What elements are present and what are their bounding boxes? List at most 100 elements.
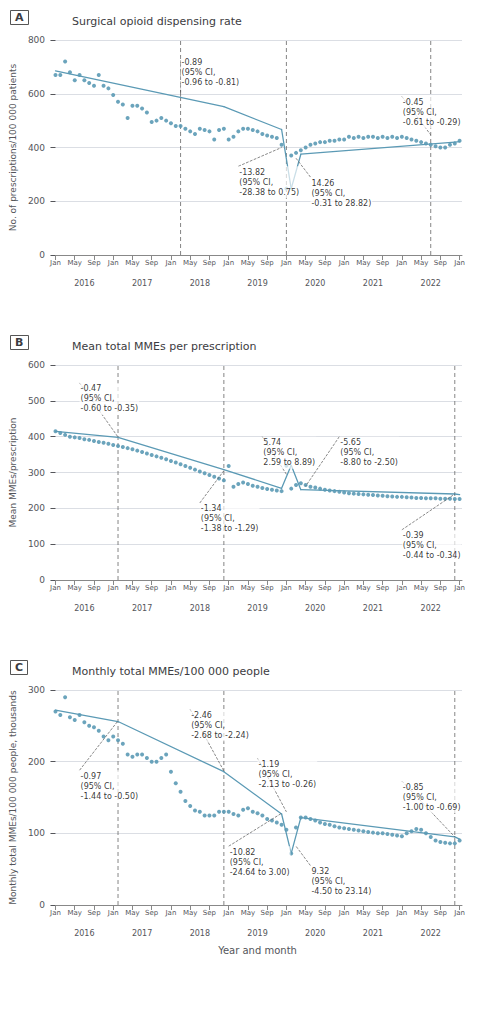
- svg-text:Jan: Jan: [107, 909, 119, 917]
- svg-text:May: May: [67, 584, 81, 592]
- svg-text:Sep: Sep: [318, 584, 332, 592]
- svg-text:-1.19: -1.19: [259, 760, 280, 769]
- svg-text:May: May: [414, 584, 428, 592]
- svg-text:Sep: Sep: [87, 909, 101, 917]
- svg-text:2.59 to 8.89): 2.59 to 8.89): [263, 458, 315, 467]
- svg-text:May: May: [241, 584, 255, 592]
- svg-text:Jan: Jan: [395, 259, 407, 267]
- svg-text:2016: 2016: [74, 279, 94, 288]
- svg-text:-1.00 to -0.69): -1.00 to -0.69): [403, 803, 461, 812]
- svg-text:300: 300: [28, 685, 45, 695]
- svg-text:500: 500: [28, 396, 45, 406]
- svg-text:Monthly total MMEs/100 000 peo: Monthly total MMEs/100 000 people, thous…: [8, 690, 18, 905]
- svg-text:(95% CI,: (95% CI,: [403, 541, 437, 550]
- svg-text:(95% CI,: (95% CI,: [311, 189, 345, 198]
- svg-text:Mean total MMEs per prescripti: Mean total MMEs per prescription: [72, 340, 257, 353]
- svg-text:A: A: [15, 11, 24, 24]
- svg-text:2020: 2020: [305, 279, 325, 288]
- svg-text:Sep: Sep: [87, 584, 101, 592]
- svg-text:Mean MMEs/prescription: Mean MMEs/prescription: [8, 418, 18, 528]
- svg-text:(95% CI,: (95% CI,: [311, 877, 345, 886]
- svg-text:600: 600: [28, 360, 45, 370]
- svg-text:Sep: Sep: [376, 259, 390, 267]
- svg-text:5.74: 5.74: [263, 438, 281, 447]
- svg-text:May: May: [298, 584, 312, 592]
- svg-text:-0.44 to -0.34): -0.44 to -0.34): [403, 551, 461, 560]
- svg-text:Jan: Jan: [453, 584, 465, 592]
- svg-text:800: 800: [28, 35, 45, 45]
- svg-text:Monthly total MMEs/100 000 peo: Monthly total MMEs/100 000 people: [72, 665, 270, 678]
- svg-text:May: May: [241, 909, 255, 917]
- svg-text:Jan: Jan: [49, 259, 61, 267]
- svg-text:2017: 2017: [132, 604, 152, 613]
- svg-text:Sep: Sep: [261, 909, 275, 917]
- svg-text:Sep: Sep: [203, 909, 217, 917]
- svg-text:Sep: Sep: [203, 584, 217, 592]
- svg-text:0: 0: [39, 575, 45, 585]
- svg-text:-0.47: -0.47: [81, 384, 102, 393]
- svg-text:Sep: Sep: [434, 909, 448, 917]
- svg-text:Jan: Jan: [49, 909, 61, 917]
- svg-text:Jan: Jan: [338, 259, 350, 267]
- svg-text:May: May: [183, 909, 197, 917]
- svg-text:Jan: Jan: [453, 909, 465, 917]
- svg-text:2020: 2020: [305, 604, 325, 613]
- svg-text:-0.89: -0.89: [182, 58, 203, 67]
- svg-text:(95% CI,: (95% CI,: [230, 858, 264, 867]
- svg-text:Sep: Sep: [145, 584, 159, 592]
- svg-text:100: 100: [28, 539, 45, 549]
- svg-text:2021: 2021: [363, 604, 383, 613]
- svg-text:-2.46: -2.46: [191, 711, 212, 720]
- svg-text:May: May: [414, 259, 428, 267]
- svg-text:No. of prescriptions/100 000 p: No. of prescriptions/100 000 patients: [8, 63, 18, 231]
- svg-text:C: C: [15, 661, 23, 674]
- svg-text:300: 300: [28, 468, 45, 478]
- svg-text:2018: 2018: [190, 929, 210, 938]
- svg-text:May: May: [298, 909, 312, 917]
- svg-text:-8.80 to -2.50): -8.80 to -2.50): [340, 458, 398, 467]
- svg-text:2022: 2022: [421, 929, 441, 938]
- svg-text:14.26: 14.26: [311, 179, 334, 188]
- svg-text:Jan: Jan: [280, 584, 292, 592]
- svg-text:2022: 2022: [421, 279, 441, 288]
- svg-text:(95% CI,: (95% CI,: [182, 68, 216, 77]
- svg-text:-0.60 to -0.35): -0.60 to -0.35): [81, 404, 139, 413]
- svg-text:B: B: [15, 336, 23, 349]
- svg-text:-1.44 to -0.50): -1.44 to -0.50): [81, 792, 139, 801]
- svg-text:400: 400: [28, 143, 45, 153]
- svg-text:400: 400: [28, 432, 45, 442]
- svg-text:600: 600: [28, 89, 45, 99]
- svg-text:-24.64 to 3.00): -24.64 to 3.00): [230, 868, 290, 877]
- svg-text:-4.50 to 23.14): -4.50 to 23.14): [311, 887, 371, 896]
- svg-text:Jan: Jan: [280, 909, 292, 917]
- svg-text:(95% CI,: (95% CI,: [259, 770, 293, 779]
- svg-text:Year and month: Year and month: [217, 945, 297, 956]
- svg-text:2019: 2019: [247, 929, 267, 938]
- svg-text:Jan: Jan: [338, 909, 350, 917]
- svg-text:9.32: 9.32: [311, 867, 329, 876]
- svg-text:Sep: Sep: [261, 584, 275, 592]
- svg-text:-0.45: -0.45: [403, 98, 424, 107]
- svg-text:-0.31 to 28.82): -0.31 to 28.82): [311, 199, 371, 208]
- svg-text:-0.97: -0.97: [81, 772, 102, 781]
- svg-text:May: May: [356, 259, 370, 267]
- svg-text:Jan: Jan: [222, 909, 234, 917]
- svg-text:Sep: Sep: [318, 909, 332, 917]
- svg-text:May: May: [125, 259, 139, 267]
- svg-text:2018: 2018: [190, 604, 210, 613]
- svg-text:200: 200: [28, 757, 45, 767]
- svg-text:Jan: Jan: [107, 259, 119, 267]
- svg-text:May: May: [67, 259, 81, 267]
- svg-text:-1.38 to -1.29): -1.38 to -1.29): [201, 524, 259, 533]
- svg-text:(95% CI,: (95% CI,: [340, 448, 374, 457]
- svg-text:Jan: Jan: [222, 259, 234, 267]
- svg-text:(95% CI,: (95% CI,: [201, 514, 235, 523]
- svg-text:Jan: Jan: [395, 909, 407, 917]
- svg-text:May: May: [183, 259, 197, 267]
- svg-text:Sep: Sep: [318, 259, 332, 267]
- svg-text:Jan: Jan: [395, 584, 407, 592]
- svg-text:May: May: [125, 909, 139, 917]
- svg-text:-1.34: -1.34: [201, 504, 222, 513]
- svg-text:May: May: [125, 584, 139, 592]
- svg-text:(95% CI,: (95% CI,: [191, 721, 225, 730]
